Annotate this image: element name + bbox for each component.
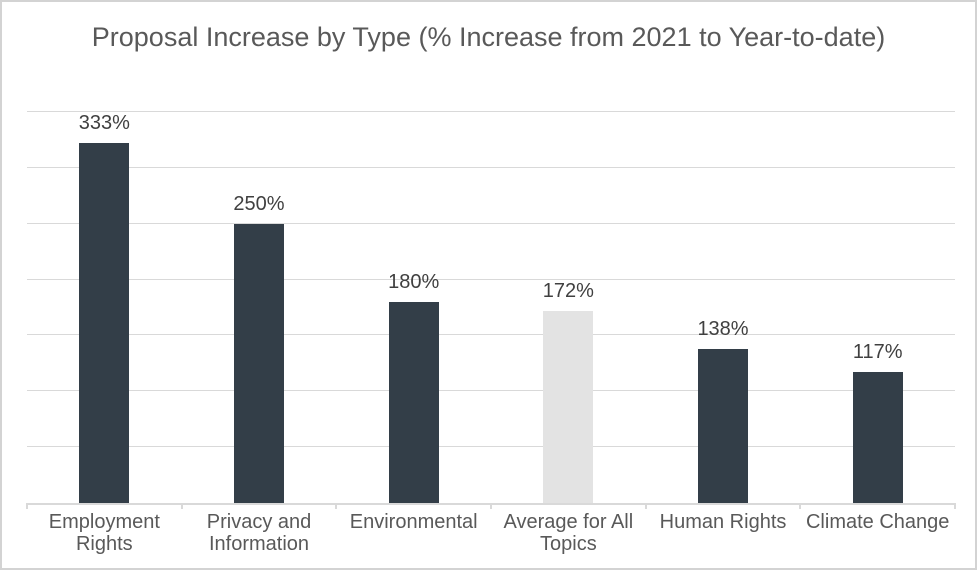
bar-value-label: 117% (852, 341, 903, 364)
axis-tick (335, 503, 338, 509)
bar-group-human-rights: 138% (646, 112, 801, 503)
bar-group-climate-change: 117% (800, 112, 955, 503)
bar-group-employment-rights: 333% (27, 112, 182, 503)
axis-tick (799, 503, 802, 509)
bar-value-label: 333% (78, 112, 130, 134)
bar-value-label: 180% (388, 270, 440, 293)
bar-value-label: 172% (542, 279, 594, 302)
bar-human-rights (698, 348, 749, 503)
category-axis-labels: Employment Rights Privacy and Information… (27, 511, 955, 555)
plot-area: 333% 250% 180% 172% 138% 117% (26, 111, 956, 509)
bar-value-label: 250% (233, 192, 285, 215)
bar-employment-rights (79, 143, 130, 503)
category-label-climate-change: Climate Change (805, 511, 950, 533)
category-label-average-for-all-topics: Average for All Topics (503, 511, 634, 555)
axis-tick (180, 503, 183, 509)
category-label-environmental: Environmental (349, 511, 478, 533)
gridline-350 (27, 111, 955, 112)
category-label-human-rights: Human Rights (659, 511, 787, 533)
axis-tick (26, 503, 28, 509)
category-label-privacy-and-information: Privacy and Information (206, 511, 312, 555)
bar-group-average-for-all-topics: 172% (491, 112, 646, 503)
axis-tick (644, 503, 647, 509)
bar-group-environmental: 180% (336, 112, 491, 503)
axis-tick (490, 503, 492, 509)
gridline-50 (27, 446, 955, 448)
gridline-250 (27, 222, 955, 224)
category-label-employment-rights: Employment Rights (48, 511, 160, 555)
gridline-150 (27, 334, 955, 336)
bar-value-label: 138% (697, 317, 749, 340)
bar-privacy-and-information (234, 223, 284, 503)
gridline-100 (27, 390, 955, 392)
gridline-200 (27, 278, 955, 280)
bar-environmental (388, 301, 439, 503)
gridline-300 (27, 166, 955, 168)
axis-tick (954, 503, 956, 509)
bar-climate-change (852, 372, 903, 503)
bars-container: 333% 250% 180% 172% 138% 117% (27, 112, 955, 503)
chart-title: Proposal Increase by Type (% Increase fr… (91, 22, 886, 52)
bar-group-privacy-and-information: 250% (182, 112, 337, 503)
bar-average-for-all-topics (543, 310, 594, 503)
